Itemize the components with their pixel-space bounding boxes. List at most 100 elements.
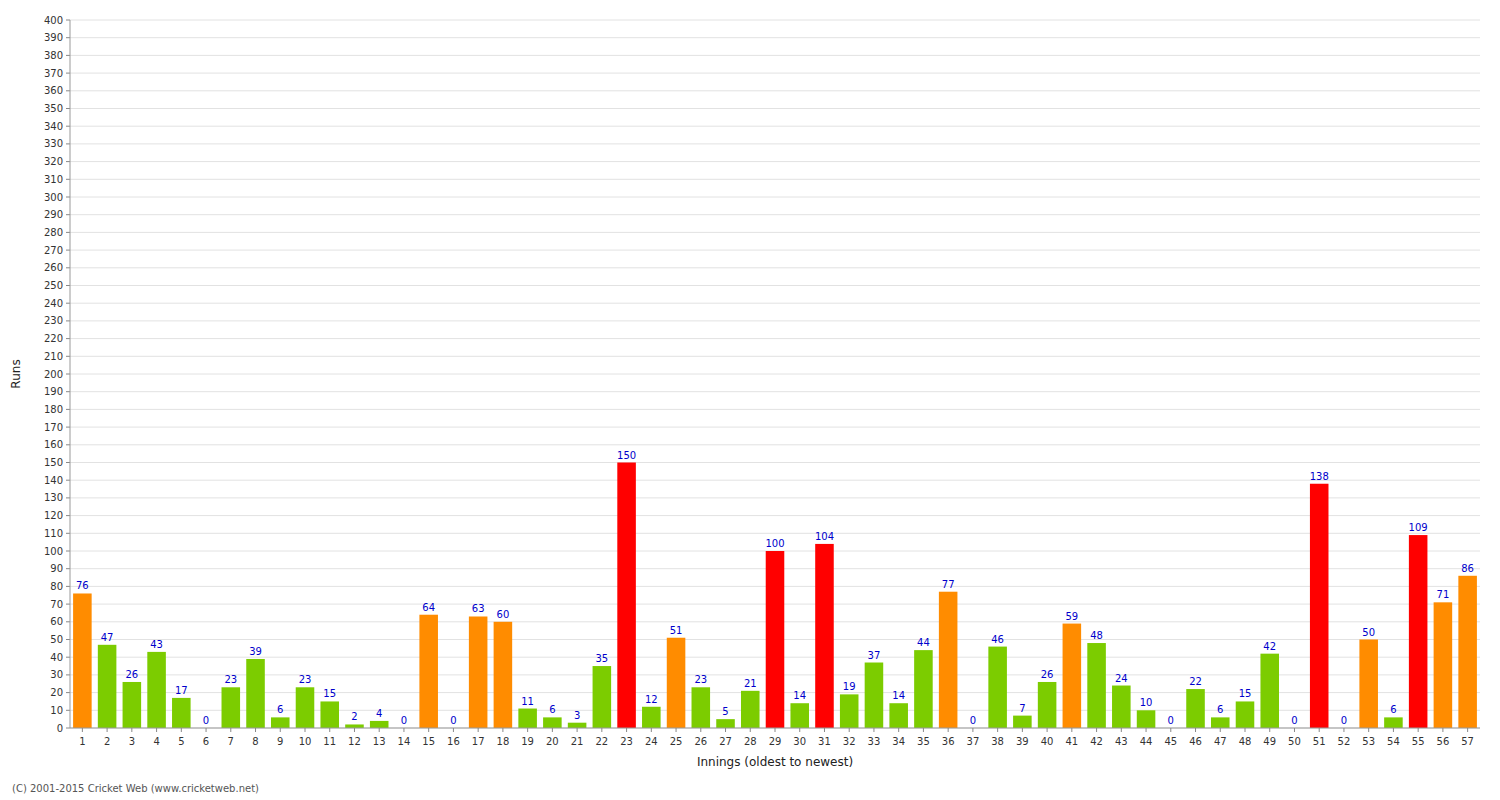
- y-tick-label: 240: [44, 298, 63, 309]
- y-tick-label: 340: [44, 121, 63, 132]
- y-tick-label: 30: [50, 669, 63, 680]
- x-tick: [1195, 728, 1196, 732]
- data-label: 60: [497, 609, 510, 620]
- bar: [419, 615, 438, 728]
- data-label: 0: [401, 715, 407, 726]
- x-tick: [725, 728, 726, 732]
- x-tick: [750, 728, 751, 732]
- x-tick: [997, 728, 998, 732]
- x-tick: [1319, 728, 1320, 732]
- y-tick: [66, 267, 70, 268]
- grid-line: [70, 197, 1480, 198]
- x-tick-label: 20: [546, 736, 559, 747]
- x-tick-label: 26: [694, 736, 707, 747]
- y-tick: [66, 179, 70, 180]
- data-label: 71: [1437, 589, 1450, 600]
- y-tick-label: 300: [44, 192, 63, 203]
- bar: [469, 616, 488, 728]
- x-tick-label: 48: [1239, 736, 1252, 747]
- x-tick: [898, 728, 899, 732]
- y-tick-label: 10: [50, 705, 63, 716]
- x-tick-label: 8: [252, 736, 258, 747]
- x-tick-label: 56: [1437, 736, 1450, 747]
- x-tick: [873, 728, 874, 732]
- x-tick: [1245, 728, 1246, 732]
- x-tick: [948, 728, 949, 732]
- y-tick-label: 270: [44, 245, 63, 256]
- data-label: 64: [422, 602, 435, 613]
- bar: [1359, 640, 1378, 729]
- y-tick: [66, 214, 70, 215]
- data-label: 6: [1217, 704, 1223, 715]
- y-tick-label: 140: [44, 475, 63, 486]
- bar: [543, 717, 562, 728]
- data-label: 26: [125, 669, 138, 680]
- bar: [617, 463, 636, 729]
- grid-line: [70, 391, 1480, 392]
- x-tick: [1269, 728, 1270, 732]
- y-tick: [66, 710, 70, 711]
- grid-line: [70, 20, 1480, 21]
- data-label: 0: [1168, 715, 1174, 726]
- bar: [370, 721, 389, 728]
- bar: [1384, 717, 1403, 728]
- y-tick-label: 160: [44, 439, 63, 450]
- y-tick-label: 280: [44, 227, 63, 238]
- y-tick: [66, 338, 70, 339]
- x-tick: [824, 728, 825, 732]
- x-tick: [305, 728, 306, 732]
- x-tick: [1343, 728, 1344, 732]
- y-tick-label: 50: [50, 634, 63, 645]
- x-tick: [403, 728, 404, 732]
- x-tick: [329, 728, 330, 732]
- data-label: 0: [1291, 715, 1297, 726]
- x-tick-label: 34: [892, 736, 905, 747]
- grid-line: [70, 214, 1480, 215]
- bar: [1137, 710, 1156, 728]
- grid-line: [70, 250, 1480, 251]
- data-label: 0: [203, 715, 209, 726]
- x-tick: [601, 728, 602, 732]
- data-label: 5: [722, 706, 728, 717]
- bar: [246, 659, 265, 728]
- y-tick-label: 310: [44, 174, 63, 185]
- bar: [692, 687, 711, 728]
- x-axis-label: Innings (oldest to newest): [697, 755, 853, 769]
- x-tick: [552, 728, 553, 732]
- y-tick: [66, 143, 70, 144]
- x-tick-label: 40: [1041, 736, 1054, 747]
- data-label: 17: [175, 685, 188, 696]
- x-tick: [1047, 728, 1048, 732]
- x-tick-label: 25: [670, 736, 683, 747]
- data-label: 24: [1115, 673, 1128, 684]
- x-tick: [1096, 728, 1097, 732]
- x-tick: [1170, 728, 1171, 732]
- bar: [939, 592, 958, 728]
- bar: [1236, 701, 1255, 728]
- x-tick: [923, 728, 924, 732]
- x-tick: [131, 728, 132, 732]
- y-tick: [66, 232, 70, 233]
- y-tick: [66, 250, 70, 251]
- grid-line: [70, 73, 1480, 74]
- data-label: 109: [1409, 522, 1428, 533]
- grid-line: [70, 161, 1480, 162]
- x-tick-label: 4: [153, 736, 159, 747]
- x-tick: [1071, 728, 1072, 732]
- grid-line: [70, 179, 1480, 180]
- y-tick: [66, 356, 70, 357]
- chart: 0102030405060708090100110120130140150160…: [0, 0, 1500, 800]
- x-tick-label: 29: [769, 736, 782, 747]
- bar: [1038, 682, 1057, 728]
- y-tick: [66, 604, 70, 605]
- x-tick-label: 7: [228, 736, 234, 747]
- data-label: 10: [1140, 697, 1153, 708]
- x-tick-label: 46: [1189, 736, 1202, 747]
- y-tick: [66, 73, 70, 74]
- y-tick: [66, 20, 70, 21]
- grid-line: [70, 338, 1480, 339]
- bar: [271, 717, 290, 728]
- data-label: 21: [744, 678, 757, 689]
- x-tick-label: 12: [348, 736, 361, 747]
- bar: [1087, 643, 1106, 728]
